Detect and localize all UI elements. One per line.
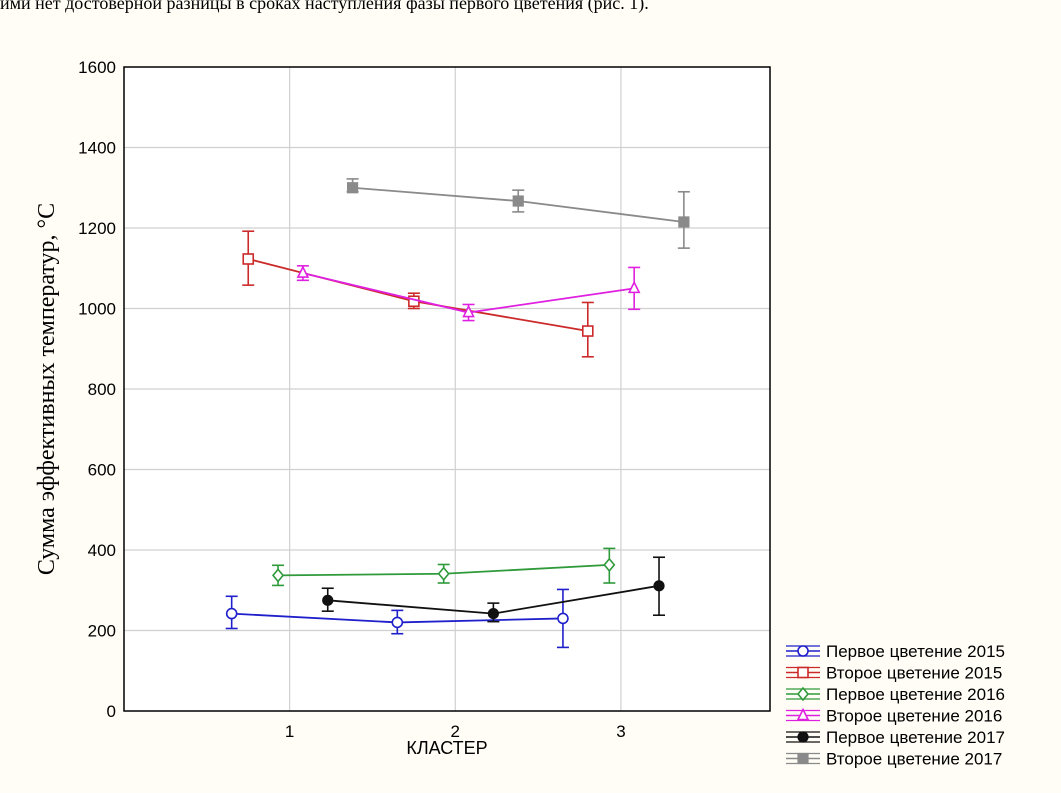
data-point <box>627 280 641 294</box>
legend-label: Второе цветение 2015 <box>826 664 1002 683</box>
data-point <box>462 304 475 318</box>
data-point <box>242 253 255 265</box>
data-point <box>557 612 569 625</box>
legend-item: Первое цветение 2016 <box>786 685 1005 704</box>
y-tick-label: 1600 <box>78 58 116 77</box>
series-6 <box>346 178 690 249</box>
y-tick-label: 0 <box>107 702 116 721</box>
y-tick-label: 400 <box>88 541 116 560</box>
y-axis-title: Сумма эффективных температур, °C <box>34 203 60 575</box>
data-point <box>581 325 594 337</box>
data-point <box>322 594 334 606</box>
series-1 <box>225 588 569 649</box>
series-5 <box>321 556 666 623</box>
data-point <box>296 265 310 278</box>
data-point <box>603 557 616 573</box>
data-point <box>225 607 238 620</box>
x-tick-label: 1 <box>285 722 294 741</box>
y-tick-label: 200 <box>88 622 116 641</box>
y-tick-label: 1200 <box>78 219 116 238</box>
legend-marker <box>797 645 809 657</box>
legend-item: Первое цветение 2015 <box>786 642 1005 661</box>
x-axis-title: КЛАСТЕР <box>406 738 487 758</box>
x-tick-label: 2 <box>451 722 460 741</box>
legend-item: Первое цветение 2017 <box>786 728 1005 747</box>
legend-label: Первое цветение 2015 <box>826 642 1005 661</box>
y-tick-label: 600 <box>88 461 116 480</box>
legend-item: Второе цветение 2016 <box>786 707 1002 726</box>
plot-frame <box>123 66 771 712</box>
legend-label: Первое цветение 2016 <box>826 685 1005 704</box>
legend-marker <box>797 666 809 679</box>
x-tick-label: 3 <box>616 722 625 741</box>
legend-marker <box>797 731 809 743</box>
y-tick-label: 1000 <box>78 300 116 319</box>
legend-marker <box>796 707 810 721</box>
header-paragraph: ими нет достоверной разницы в сроках нас… <box>0 0 649 13</box>
legend-label: Второе цветение 2016 <box>826 707 1002 726</box>
y-tick-labels: 0 200 400 600 800 1000 1200 1400 1600 <box>78 58 116 721</box>
legend-label: Второе цветение 2017 <box>826 750 1002 769</box>
data-point <box>391 616 404 629</box>
series-3 <box>272 547 616 587</box>
data-point <box>437 566 450 581</box>
legend-marker <box>796 686 810 702</box>
series-4 <box>296 265 641 322</box>
legend-item: Второе цветение 2015 <box>786 664 1002 683</box>
data-point <box>272 568 285 583</box>
legend-marker <box>797 752 809 765</box>
data-point <box>346 182 359 194</box>
x-tick-labels: 1 2 3 <box>285 722 626 741</box>
y-tick-label: 1400 <box>78 139 116 158</box>
data-point <box>653 580 665 592</box>
series-group <box>225 178 690 649</box>
legend-label: Первое цветение 2017 <box>826 728 1005 747</box>
grid <box>124 67 770 711</box>
legend-item: Второе цветение 2017 <box>786 750 1002 769</box>
data-point <box>512 195 524 207</box>
y-tick-label: 800 <box>88 380 116 399</box>
data-point <box>678 216 690 228</box>
data-point <box>487 607 499 620</box>
legend: Первое цветение 2015 Второе цветение 2015… <box>786 642 1005 769</box>
